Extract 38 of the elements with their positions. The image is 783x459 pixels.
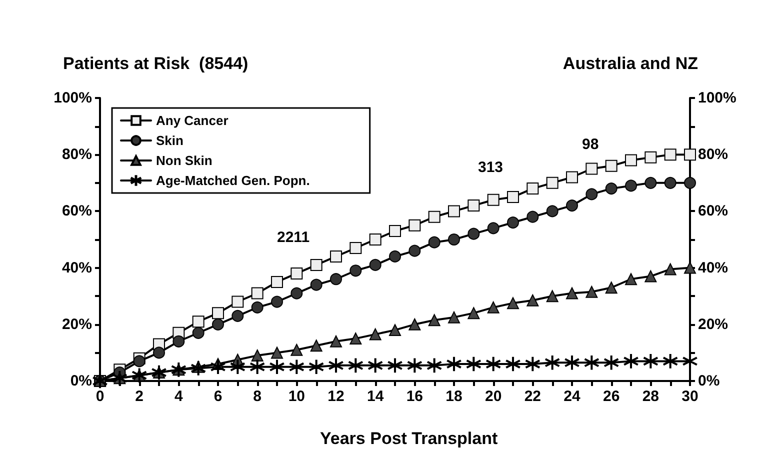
y2-tick-label: 60%	[698, 202, 728, 220]
x-axis-title: Years Post Transplant	[320, 429, 498, 448]
x-tick-label: 30	[682, 388, 698, 405]
x-tick-label: 28	[642, 388, 660, 405]
y-tick-label: 20%	[62, 316, 92, 333]
y2-tick-label: 0%	[698, 372, 720, 390]
x-tick-label: 24	[564, 388, 581, 405]
x-tick-label: 18	[446, 388, 462, 405]
x-tick-label: 8	[253, 388, 262, 405]
annotation: 98	[582, 136, 599, 153]
x-tick-label: 4	[174, 388, 184, 405]
x-tick-label: 6	[214, 388, 222, 405]
x-tick-label: 2	[135, 388, 144, 405]
chart-title: Patients at Risk (8544)	[63, 54, 248, 73]
y2-tick-label: 20%	[698, 316, 728, 333]
annotation: 313	[478, 159, 504, 176]
x-tick-label: 16	[406, 388, 424, 405]
x-tick-label: 22	[524, 388, 542, 405]
legend-label: Skin	[156, 133, 184, 148]
chart-subtitle: Australia and NZ	[562, 54, 698, 73]
x-tick-label: 12	[328, 388, 344, 405]
x-tick-label: 0	[96, 388, 104, 405]
x-tick-label: 14	[366, 388, 384, 405]
y-tick-label: 100%	[54, 90, 92, 106]
legend-label: Non Skin	[156, 153, 212, 168]
y-tick-label: 80%	[62, 146, 92, 164]
x-tick-label: 20	[484, 388, 502, 405]
legend-label: Any Cancer	[156, 113, 228, 128]
y-tick-label: 0%	[70, 372, 92, 390]
y2-tick-label: 40%	[698, 259, 728, 276]
annotation: 2211	[277, 229, 310, 246]
y2-tick-label: 80%	[698, 146, 728, 164]
y-tick-label: 40%	[62, 259, 92, 276]
y2-tick-label: 100%	[698, 90, 736, 106]
x-tick-label: 26	[602, 388, 620, 405]
legend-label: Age-Matched Gen. Popn.	[156, 173, 310, 188]
x-tick-label: 10	[288, 388, 306, 405]
y-tick-label: 60%	[62, 202, 92, 220]
